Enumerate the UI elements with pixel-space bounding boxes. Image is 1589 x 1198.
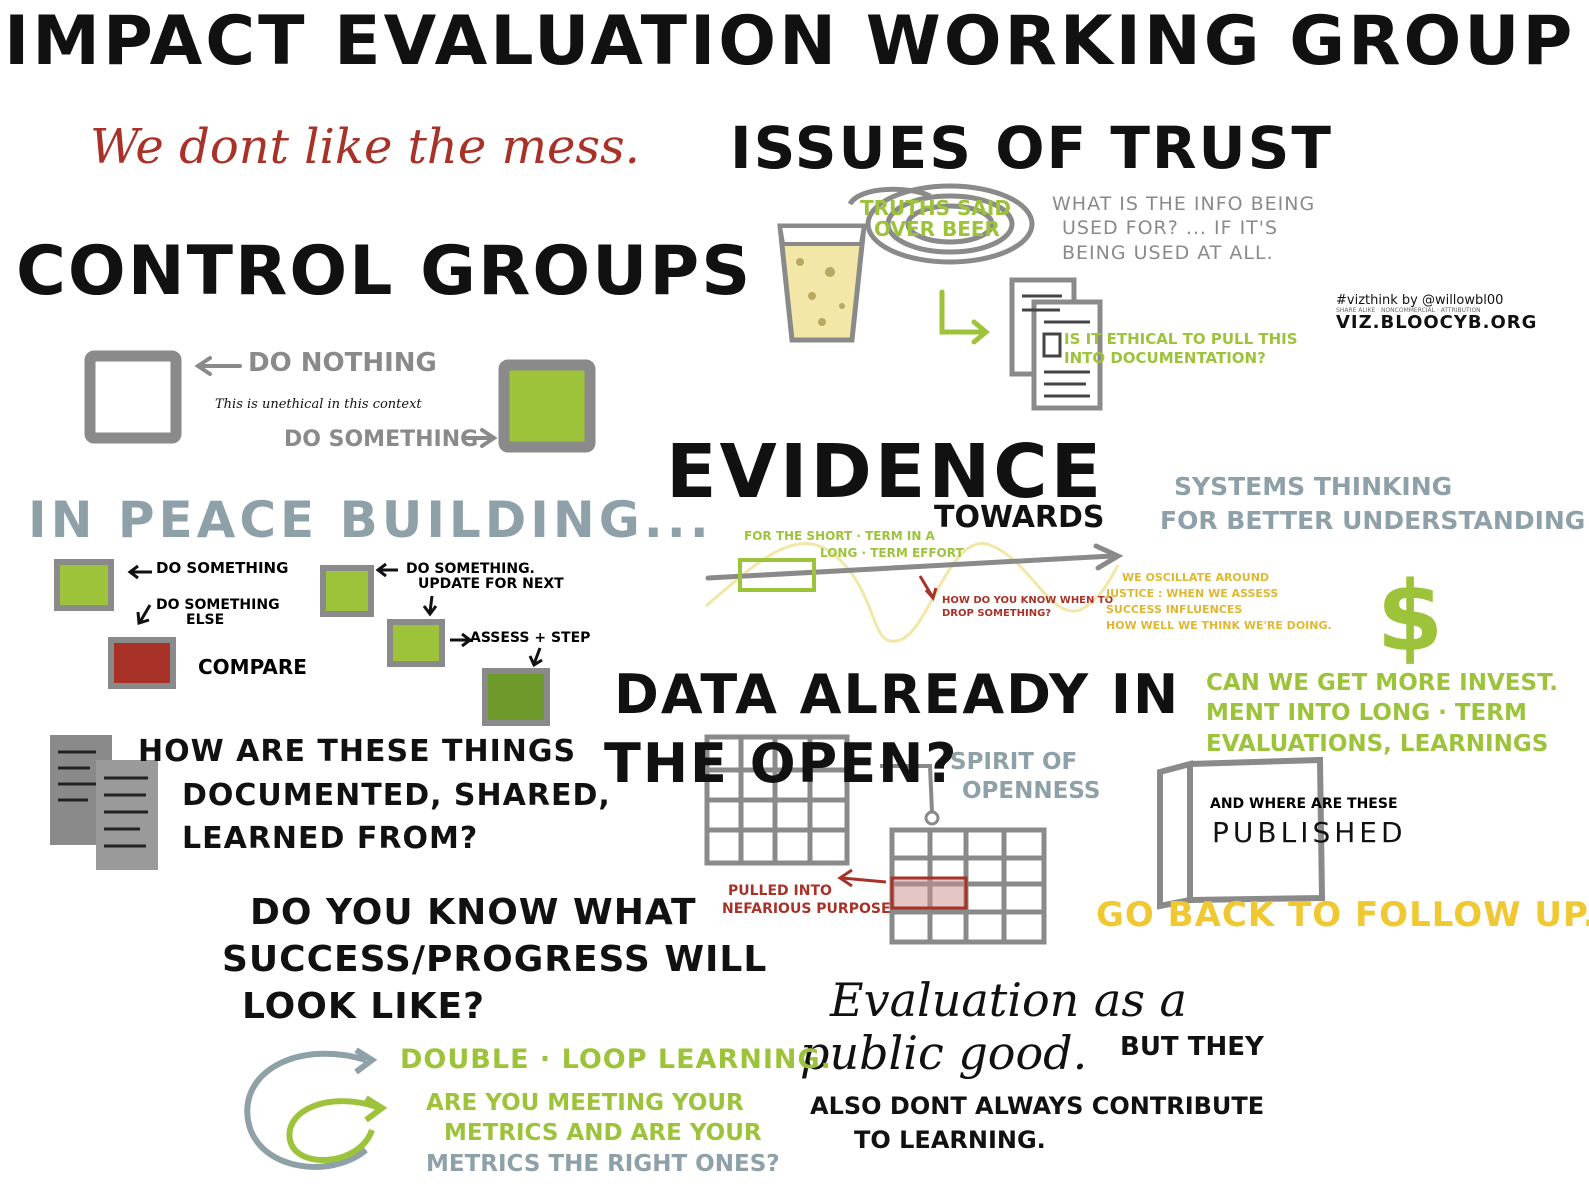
documents-icon <box>50 735 158 870</box>
oscillate-note: WE OSCILLATE AROUND JUSTICE : WHEN WE AS… <box>1106 571 1332 632</box>
public-good-also: ALSO DONT ALWAYS CONTRIBUTE <box>810 1092 1265 1120</box>
red-square-icon <box>108 637 176 689</box>
follow-up: GO BACK TO FOLLOW UP. <box>1096 895 1589 935</box>
info-question: WHAT IS THE INFO BEING USED FOR? ... IF … <box>1052 193 1316 264</box>
do-something-label: DO SOMETHING <box>284 427 479 452</box>
towards-label: TOWARDS <box>934 500 1105 535</box>
data-open-heading: DATA ALREADY IN THE OPEN? <box>604 663 1181 796</box>
peace-do-something-else: DO SOMETHING ELSE <box>156 597 280 628</box>
green-square-small-3 <box>387 619 445 667</box>
dollar-symbol-text: $ <box>1380 560 1381 561</box>
short-term-box <box>738 558 816 592</box>
svg-text:$: $ <box>1377 561 1444 673</box>
peace-heading: IN PEACE BUILDING... <box>28 491 713 549</box>
evidence-heading: EVIDENCE <box>666 429 1105 515</box>
timeline-arrow <box>705 543 1124 581</box>
book-icon <box>1157 756 1326 910</box>
dollar-icon: $ <box>1377 561 1444 673</box>
do-nothing-label: DO NOTHING <box>248 348 437 378</box>
documented-question: HOW ARE THESE THINGS DOCUMENTED, SHARED,… <box>138 734 611 856</box>
highlight-cell <box>890 876 968 910</box>
unethical-note: This is unethical in this context <box>215 397 422 412</box>
assess-step-label: ASSESS + STEP <box>470 630 591 646</box>
control-heading: CONTROL GROUPS <box>16 232 753 311</box>
arrow-right-icon <box>464 428 498 448</box>
update-next-label: DO SOMETHING. UPDATE FOR NEXT <box>406 561 564 592</box>
dark-green-square-icon <box>482 668 550 726</box>
beer-glass-icon <box>777 223 867 343</box>
mess-quote: We dont like the mess. <box>90 119 640 175</box>
public-good-learning: TO LEARNING. <box>854 1126 1046 1154</box>
page-title: IMPACT EVALUATION WORKING GROUP <box>4 2 1576 81</box>
green-square-small-1 <box>54 559 114 611</box>
double-loop-icon <box>244 1047 388 1170</box>
green-square-icon <box>498 359 596 453</box>
trust-heading: ISSUES OF TRUST <box>730 114 1333 182</box>
peace-do-something: DO SOMETHING <box>156 559 289 577</box>
credit-block: #vizthink by @willowbl00 SHARE ALIKE · N… <box>1336 293 1538 333</box>
nefarious-note: PULLED INTO NEFARIOUS PURPOSE <box>722 883 891 918</box>
ethical-question: IS IT ETHICAL TO PULL THIS INTO DOCUMENTA… <box>1064 330 1298 367</box>
drop-question: HOW DO YOU KNOW WHEN TO DROP SOMETHING? <box>942 595 1114 619</box>
compare-label: COMPARE <box>198 655 307 679</box>
published-small: AND WHERE ARE THESE <box>1210 796 1398 812</box>
green-arrow-icon <box>939 289 990 345</box>
public-good-but: BUT THEY <box>1120 1032 1264 1062</box>
short-term-note: FOR THE SHORT · TERM IN A LONG · TERM EFF… <box>744 529 964 560</box>
grid-table-icon-1 <box>704 734 850 866</box>
empty-square-icon <box>84 350 182 444</box>
published-big: PUBLISHED <box>1212 816 1407 849</box>
public-good-script: Evaluation as a public good. <box>800 973 1187 1080</box>
spirit-openness: SPIRIT OF OPENNESS <box>950 749 1101 804</box>
oscillation-wave <box>705 541 1120 643</box>
investment-question: CAN WE GET MORE INVEST. MENT INTO LONG · … <box>1206 670 1558 757</box>
plate-spiral-icon <box>847 183 1035 265</box>
green-square-small-2 <box>320 565 374 617</box>
double-loop-question: ARE YOU MEETING YOUR METRICS AND ARE YOU… <box>426 1090 780 1177</box>
paper-stack-icon <box>1009 277 1103 411</box>
systems-thinking: SYSTEMS THINKING FOR BETTER UNDERSTANDING <box>1160 472 1586 535</box>
double-loop-heading: DOUBLE · LOOP LEARNING. <box>400 1044 832 1075</box>
arrow-left-icon <box>194 356 242 376</box>
success-question: DO YOU KNOW WHAT SUCCESS/PROGRESS WILL LOO… <box>222 892 768 1027</box>
beer-note: TRUTHS SAID OVER BEER <box>860 196 1011 241</box>
